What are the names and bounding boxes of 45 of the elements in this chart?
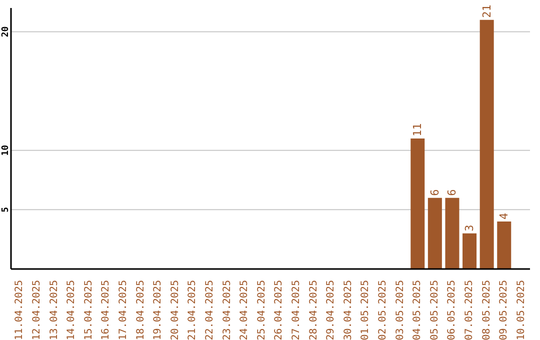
- x-tick-label: 18.04.2025: [135, 280, 146, 340]
- x-tick-label: 20.04.2025: [170, 280, 181, 340]
- data-label: 11: [411, 123, 424, 136]
- x-tick-label: 02.05.2025: [377, 280, 388, 340]
- x-tick-label: 29.04.2025: [326, 280, 337, 340]
- x-tick-label: 11.04.2025: [14, 280, 26, 340]
- data-label: 21: [480, 4, 494, 18]
- data-label: 4: [498, 212, 511, 220]
- y-tick-label: 5: [1, 206, 11, 212]
- bar: [410, 138, 425, 269]
- x-tick-label: 27.04.2025: [290, 280, 302, 340]
- bar: [497, 222, 512, 269]
- x-tick-label: 21.04.2025: [187, 280, 198, 340]
- x-tick-label: 09.05.2025: [498, 280, 510, 340]
- y-tick-label: 20: [1, 26, 11, 38]
- x-tick-label: 12.04.2025: [31, 280, 42, 340]
- x-tick-label: 16.04.2025: [100, 280, 112, 340]
- x-tick-label: 17.04.2025: [118, 280, 129, 340]
- bar: [462, 233, 477, 269]
- x-tick-label: 26.04.2025: [274, 280, 285, 340]
- x-tick-label: 25.04.2025: [256, 280, 268, 340]
- bar: [445, 198, 460, 269]
- x-tick-label: 01.05.2025: [360, 280, 372, 340]
- x-tick-label: 24.04.2025: [239, 280, 250, 340]
- x-tick-label: 05.05.2025: [429, 280, 440, 340]
- x-tick-label: 15.04.2025: [83, 280, 94, 340]
- x-tick-label: 23.04.2025: [222, 280, 233, 340]
- x-tick-label: 14.04.2025: [66, 280, 78, 340]
- bar: [428, 198, 442, 269]
- x-tick-label: 19.04.2025: [152, 280, 164, 340]
- x-tick-label: 28.04.2025: [308, 280, 320, 340]
- x-tick-label: 30.04.2025: [342, 280, 354, 340]
- x-tick-label: 10.05.2025: [516, 280, 527, 340]
- bar: [480, 20, 494, 269]
- data-label: 6: [428, 189, 442, 196]
- x-tick-label: 03.05.2025: [394, 280, 406, 340]
- y-tick-label: 10: [1, 144, 11, 156]
- data-label: 6: [446, 189, 459, 196]
- x-tick-label: 07.05.2025: [464, 280, 475, 340]
- data-label: 3: [463, 224, 476, 232]
- x-tick-label: 08.05.2025: [481, 280, 492, 340]
- x-tick-label: 22.04.2025: [204, 280, 216, 340]
- x-tick-label: 13.04.2025: [48, 280, 60, 340]
- x-tick-label: 04.05.2025: [412, 280, 424, 340]
- x-tick-label: 06.05.2025: [446, 280, 458, 340]
